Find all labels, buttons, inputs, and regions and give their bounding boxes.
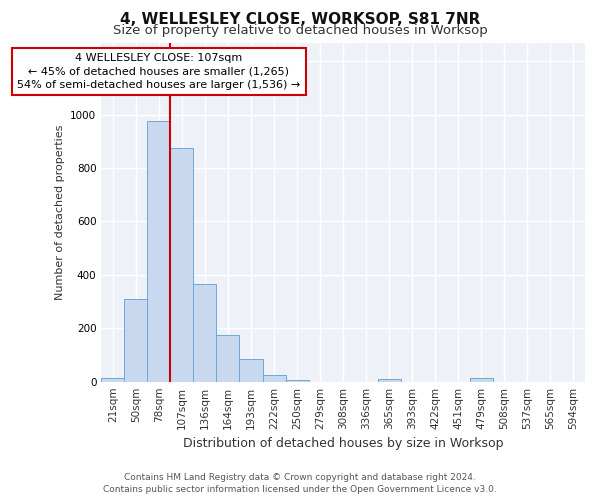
Bar <box>470 378 493 382</box>
Bar <box>286 380 308 382</box>
Bar <box>263 375 286 382</box>
Text: Size of property relative to detached houses in Worksop: Size of property relative to detached ho… <box>113 24 487 37</box>
Y-axis label: Number of detached properties: Number of detached properties <box>55 124 65 300</box>
Bar <box>101 378 124 382</box>
X-axis label: Distribution of detached houses by size in Worksop: Distribution of detached houses by size … <box>183 437 503 450</box>
Bar <box>239 359 263 382</box>
Text: Contains HM Land Registry data © Crown copyright and database right 2024.
Contai: Contains HM Land Registry data © Crown c… <box>103 472 497 494</box>
Text: 4 WELLESLEY CLOSE: 107sqm
← 45% of detached houses are smaller (1,265)
54% of se: 4 WELLESLEY CLOSE: 107sqm ← 45% of detac… <box>17 53 301 90</box>
Bar <box>148 122 170 382</box>
Text: 4, WELLESLEY CLOSE, WORKSOP, S81 7NR: 4, WELLESLEY CLOSE, WORKSOP, S81 7NR <box>120 12 480 28</box>
Bar <box>170 148 193 382</box>
Bar <box>124 299 148 382</box>
Bar <box>217 335 239 382</box>
Bar <box>377 379 401 382</box>
Bar <box>193 284 217 382</box>
